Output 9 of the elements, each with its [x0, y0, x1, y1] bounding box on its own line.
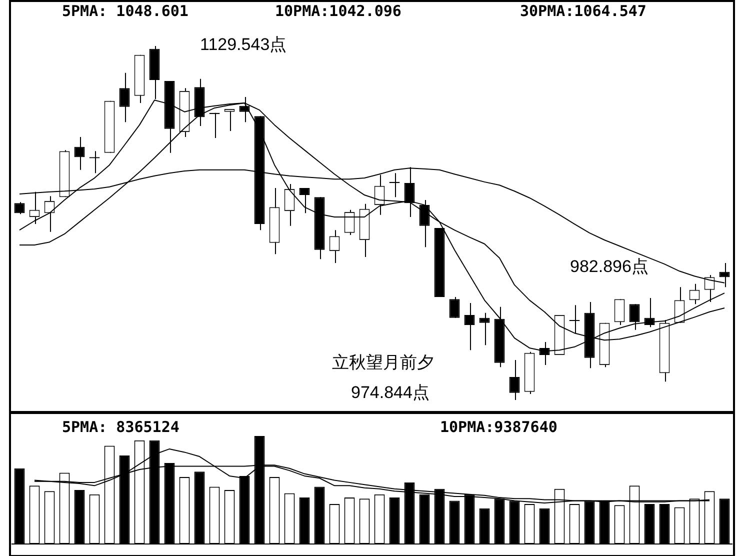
annotation: 10PMA:9387640 — [440, 418, 558, 436]
annotation: 982.896点 — [570, 257, 648, 276]
annotation: 974.844点 — [351, 383, 430, 402]
annotation: 立秋望月前夕 — [332, 353, 434, 372]
text: 30PMA:1064.547 — [520, 2, 646, 20]
text: 10PMA:1042.096 — [275, 2, 402, 20]
annotation: 5PMA: 8365124 — [62, 418, 180, 436]
annotation: 1129.543点 — [200, 35, 287, 54]
text: 5PMA: 1048.601 — [62, 2, 188, 20]
